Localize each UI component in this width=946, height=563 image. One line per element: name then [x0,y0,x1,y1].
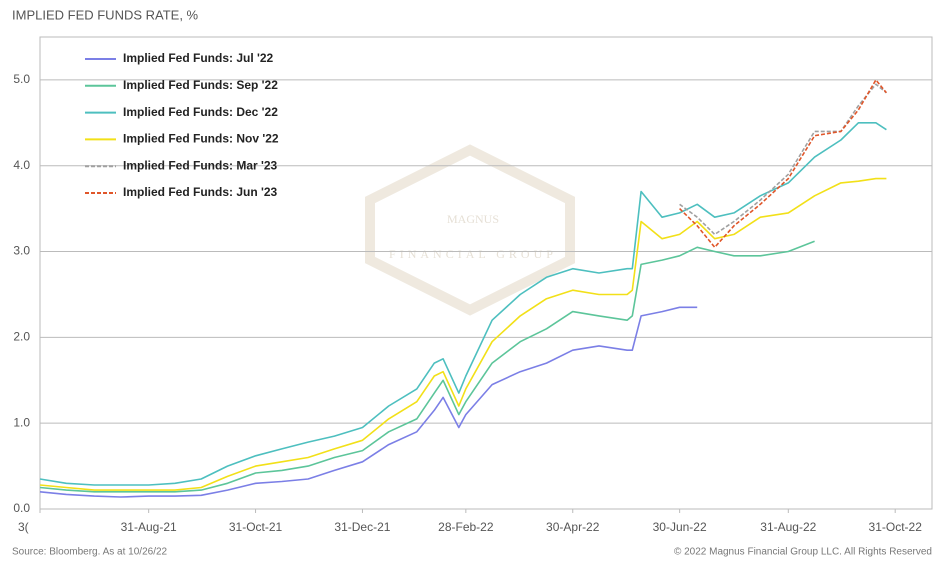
x-tick-label: 31-Oct-21 [229,520,283,534]
x-tick-label: 30-Jun-22 [653,520,707,534]
x-tick-label: 31-Dec-21 [334,520,390,534]
y-tick-label: 0.0 [13,501,30,515]
y-tick-label: 4.0 [13,158,30,172]
series-line [39,122,887,486]
watermark: MAGNUS FINANCIAL GROUP [365,144,575,316]
series-line [39,306,698,498]
legend-label: Implied Fed Funds: Jul '22 [123,51,274,65]
series-line [39,240,815,493]
x-tick-label: 31-Aug-22 [760,520,816,534]
y-tick-label: 1.0 [13,415,30,429]
x-tick-label: 30-Apr-22 [546,520,600,534]
legend-label: Implied Fed Funds: Dec '22 [123,105,278,119]
legend-label: Implied Fed Funds: Mar '23 [123,158,278,172]
x-tick-label: 28-Feb-22 [438,520,494,534]
x-tick-label: 31-Aug-21 [121,520,177,534]
legend: Implied Fed Funds: Jul '22 Implied Fed Fu… [85,51,279,199]
chart-title: IMPLIED FED FUNDS RATE, % [12,7,199,22]
legend-label: Implied Fed Funds: Nov '22 [123,132,279,146]
watermark-text: MAGNUS [447,212,499,226]
legend-label: Implied Fed Funds: Jun '23 [123,185,278,199]
copyright: © 2022 Magnus Financial Group LLC. All R… [674,547,932,558]
legend-label: Implied Fed Funds: Sep '22 [123,78,278,92]
watermark-subtext: FINANCIAL GROUP [389,247,557,261]
y-tick-label: 2.0 [13,330,30,344]
x-tick-label: 31-Oct-22 [869,520,923,534]
y-tick-label: 3.0 [13,244,30,258]
series-line [39,177,887,491]
series-line [679,79,888,249]
series-line [679,83,887,236]
y-tick-label: 5.0 [13,72,30,86]
source-note: Source: Bloomberg. As at 10/26/22 [12,547,168,558]
watermark-shield [365,144,575,316]
x-tick-label: 3( [18,520,29,534]
